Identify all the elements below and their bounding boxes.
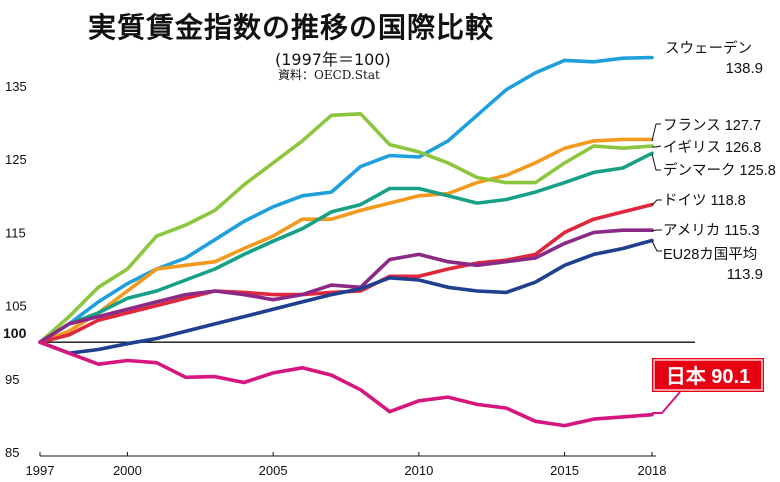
x-tick-label: 1997 [26,463,55,478]
series-value-label: 138.9 [725,60,763,77]
y-tick-label: 115 [5,225,26,240]
series-line [38,228,654,344]
series-leader-line [651,229,662,232]
series-leader-line [652,391,681,414]
series-label: デンマーク 125.8 [663,161,776,179]
series-value-label: 113.9 [727,266,763,283]
chart-title: 実質賃金指数の推移の国際比較 [88,11,495,44]
series-label: フランス 127.7 [663,118,761,134]
series-line [38,202,654,344]
y-tick-label: 105 [5,299,27,314]
japan-label-border [653,359,763,391]
series-line [38,340,654,428]
series-label: アメリカ 115.3 [663,223,760,239]
series-line [38,112,654,344]
y-tick-label: 125 [5,152,27,167]
series-leader-line [651,199,662,206]
x-tick-label: 2000 [113,463,142,478]
series-name-label: EU28カ国平均 [663,246,757,263]
series-label: イギリス 126.8 [663,139,761,156]
x-tick-label: 2010 [404,463,433,478]
y-tick-label: 95 [5,372,19,387]
series-line [38,151,654,344]
series-label: ドイツ 118.8 [663,193,746,209]
series-leader-line [652,145,662,148]
series-label: 日本 90.1 [666,365,750,388]
series-leader-line [651,153,661,171]
series-line [38,55,654,344]
x-tick-label: 2005 [259,463,288,478]
y-tick-label: 135 [5,79,27,94]
series-line [38,137,654,344]
y-tick-label: 85 [5,445,19,460]
chart-source: 資料：OECD.Stat [278,68,380,82]
chart-subtitle: (1997年＝100) [275,50,391,69]
x-tick-label: 2018 [638,463,667,478]
series-leader-line [651,240,662,252]
x-tick-label: 2015 [550,463,579,478]
series-name-label: スウェーデン [665,39,752,57]
japan-label-bg [652,358,764,392]
japan-label-box: 日本 90.1 [652,358,764,392]
series-leader-line [651,123,661,142]
baseline-label: 100 [3,325,27,341]
series-line [38,238,654,355]
